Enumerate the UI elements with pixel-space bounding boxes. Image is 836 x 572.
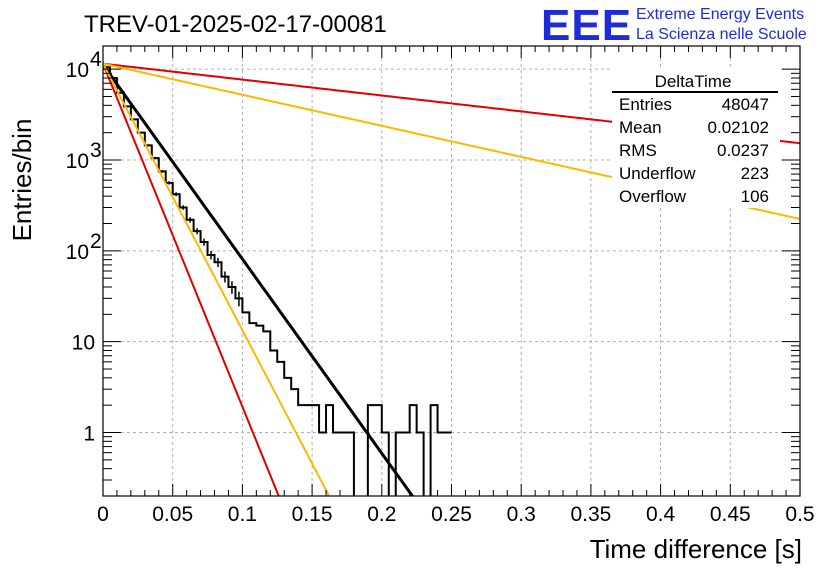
y-tick-exponent: 3 <box>90 139 102 162</box>
y-tick-label: 10 <box>72 332 95 355</box>
eee-logo-line1: Extreme Energy Events <box>636 6 804 23</box>
x-tick-label: 0.05 <box>152 503 193 526</box>
x-tick-label: 0.25 <box>431 503 472 526</box>
y-tick-exponent: 2 <box>90 230 102 253</box>
chart-title: TREV-01-2025-02-17-00081 <box>84 11 387 38</box>
stats-label-overflow: Overflow <box>619 187 687 206</box>
stats-label-rms: RMS <box>619 141 657 160</box>
x-axis-label: Time difference [s] <box>590 534 802 564</box>
stats-label-mean: Mean <box>619 118 662 137</box>
x-tick-label: 0.5 <box>785 503 814 526</box>
x-tick-label: 0.45 <box>710 503 751 526</box>
x-tick-label: 0.1 <box>228 503 257 526</box>
y-tick-label: 10 <box>66 150 89 173</box>
grid <box>103 46 800 496</box>
x-tick-label: 0.3 <box>507 503 536 526</box>
histogram-outline <box>103 66 452 496</box>
x-tick-label: 0 <box>97 503 109 526</box>
stats-label-underflow: Underflow <box>619 164 696 183</box>
y-axis-label: Entries/bin <box>7 119 37 242</box>
y-tick-label: 10 <box>66 241 89 264</box>
y-tick-label: 1 <box>83 423 95 446</box>
x-tick-label: 0.35 <box>570 503 611 526</box>
stats-box: DeltaTime Entries 48047 Mean 0.02102 RMS… <box>612 68 780 208</box>
stats-label-entries: Entries <box>619 95 672 114</box>
fit-curve-1 <box>103 63 415 496</box>
stats-value-rms: 0.0237 <box>717 141 769 160</box>
eee-logo: EEE Extreme Energy Events La Scienza nel… <box>541 1 807 50</box>
eee-logo-mark: EEE <box>541 1 632 50</box>
x-tick-label: 0.4 <box>646 503 676 526</box>
stats-value-underflow: 223 <box>741 164 769 183</box>
y-tick-label: 10 <box>66 59 89 82</box>
fit-curve-2 <box>103 63 280 496</box>
histogram <box>103 66 452 496</box>
y-tick-exponent: 4 <box>90 48 102 71</box>
x-tick-label: 0.15 <box>292 503 333 526</box>
stats-box-title: DeltaTime <box>655 72 732 91</box>
fit-curve-3 <box>103 63 331 496</box>
stats-value-entries: 48047 <box>722 95 769 114</box>
x-axis: 0 0.05 0.1 0.15 0.2 0.25 0.3 0.35 0.4 0.45 0.5 <box>97 46 815 526</box>
stats-value-overflow: 106 <box>741 187 769 206</box>
stats-value-mean: 0.02102 <box>708 118 769 137</box>
eee-logo-line2: La Scienza nelle Scuole <box>636 26 807 43</box>
x-tick-label: 0.2 <box>367 503 396 526</box>
